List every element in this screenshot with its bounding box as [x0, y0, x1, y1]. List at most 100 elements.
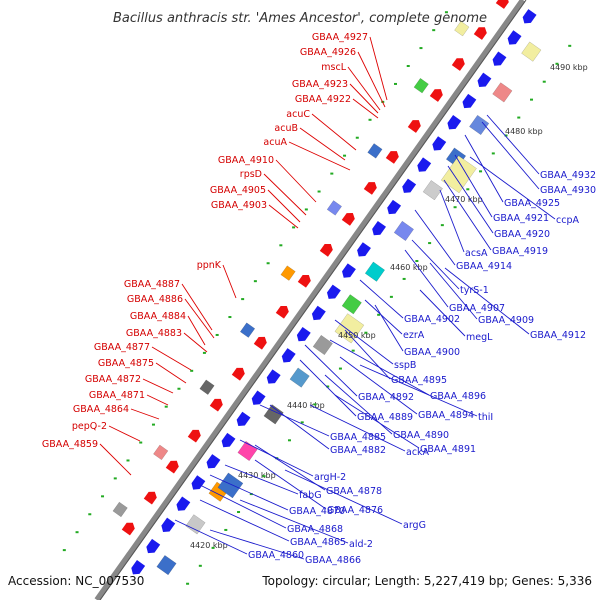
reverse-gene-label[interactable]: GBAA_4907 [449, 303, 505, 314]
reverse-label-line [174, 519, 248, 555]
scale-mark [330, 172, 334, 175]
forward-gene-label[interactable]: GBAA_4883 [126, 328, 182, 339]
forward-gene-label[interactable]: GBAA_4859 [42, 439, 98, 450]
scale-mark [440, 224, 444, 227]
forward-gene-arrow [231, 367, 245, 381]
forward-gene-label[interactable]: GBAA_4903 [211, 200, 267, 211]
forward-gene-label[interactable]: GBAA_4872 [85, 374, 141, 385]
reverse-gene-arrow [507, 30, 522, 45]
forward-label-line [146, 394, 169, 406]
reverse-gene-label[interactable]: GBAA_4896 [430, 391, 486, 402]
scale-mark [479, 170, 483, 173]
scale-mark [415, 259, 419, 262]
forward-gene-label[interactable]: GBAA_4884 [130, 311, 186, 322]
reverse-label-line [414, 209, 456, 266]
reverse-label-line [404, 249, 449, 308]
forward-gene-label[interactable]: GBAA_4877 [94, 342, 150, 353]
reverse-gene-label[interactable]: GBAA_4891 [420, 444, 476, 455]
reverse-gene-label[interactable]: GBAA_4925 [504, 198, 560, 209]
scale-mark [364, 331, 368, 334]
forward-gene-arrow [187, 429, 201, 443]
reverse-gene-label[interactable]: GBAA_4895 [391, 375, 447, 386]
forward-gene-arrow [319, 244, 333, 257]
reverse-gene-label[interactable]: GBAA_4890 [393, 430, 449, 441]
reverse-gene-label[interactable]: GBAA_4882 [330, 445, 386, 456]
scale-mark [406, 65, 410, 68]
reverse-gene-label[interactable]: sspB [394, 360, 416, 371]
reverse-gene-label[interactable]: GBAA_4866 [305, 555, 361, 566]
reverse-label-line [454, 154, 493, 218]
reverse-gene-label[interactable]: acsA [465, 248, 488, 259]
reverse-gene-label[interactable]: GBAA_4868 [287, 524, 343, 535]
reverse-gene-arrow [326, 284, 341, 299]
reverse-gene-label[interactable]: thiI [478, 412, 493, 423]
reverse-gene-label[interactable]: GBAA_4876 [327, 505, 383, 516]
forward-gene-label[interactable]: pepQ-2 [72, 421, 107, 432]
feature-box-large [217, 472, 244, 499]
forward-gene-label[interactable]: acuB [274, 123, 298, 134]
reverse-gene-label[interactable]: GBAA_4892 [358, 392, 414, 403]
reverse-gene-label[interactable]: GBAA_4902 [404, 314, 460, 325]
reverse-gene-label[interactable]: GBAA_4900 [404, 347, 460, 358]
forward-gene-label[interactable]: GBAA_4864 [73, 404, 129, 415]
reverse-gene-label[interactable]: GBAA_4889 [357, 412, 413, 423]
forward-gene-label[interactable]: mscL [321, 62, 346, 73]
forward-label-line [347, 66, 381, 111]
scale-mark [126, 459, 130, 462]
reverse-gene-label[interactable]: GBAA_4912 [530, 330, 586, 341]
forward-gene-label[interactable]: GBAA_4910 [218, 155, 274, 166]
reverse-gene-label[interactable]: ccpA [556, 215, 579, 226]
reverse-gene-label[interactable]: GBAA_4885 [330, 432, 386, 443]
reverse-gene-label[interactable]: GBAA_4920 [494, 229, 550, 240]
forward-gene-label[interactable]: GBAA_4886 [127, 294, 183, 305]
reverse-label-line [359, 279, 404, 319]
reverse-label-line [339, 356, 418, 415]
reverse-gene-label[interactable]: GBAA_4870 [289, 506, 345, 517]
reverse-gene-label[interactable]: GBAA_4932 [540, 170, 596, 181]
reverse-gene-label[interactable]: GBAA_4919 [492, 246, 548, 257]
reverse-label-line [444, 267, 530, 335]
forward-gene-label[interactable]: ppnK [197, 260, 222, 271]
reverse-label-line [224, 464, 299, 495]
reverse-gene-label[interactable]: fabG [299, 490, 322, 501]
forward-gene-label[interactable]: GBAA_4887 [124, 279, 180, 290]
reverse-gene-label[interactable]: GBAA_4921 [493, 213, 549, 224]
reverse-gene-label[interactable]: megL [466, 332, 493, 343]
reverse-gene-label[interactable]: GBAA_4914 [456, 261, 512, 272]
reverse-gene-label[interactable]: tyrS-1 [460, 285, 489, 296]
reverse-gene-label[interactable]: GBAA_4909 [478, 315, 534, 326]
reverse-label-line [419, 289, 466, 337]
reverse-gene-labels: GBAA_4932 GBAA_4930 GBAA_4925 GBAA_4921 ccpA… [248, 170, 596, 566]
forward-gene-label[interactable]: GBAA_4926 [300, 47, 356, 58]
forward-label-line [142, 378, 174, 394]
forward-gene-arrow [341, 213, 355, 226]
reverse-gene-arrow [311, 305, 326, 321]
forward-gene-label[interactable]: GBAA_4875 [98, 358, 154, 369]
reverse-gene-label[interactable]: argH-2 [314, 472, 346, 483]
forward-gene-label[interactable]: GBAA_4922 [295, 94, 351, 105]
forward-gene-label[interactable]: rpsD [240, 169, 262, 180]
forward-gene-label[interactable]: acuA [263, 137, 287, 148]
forward-gene-label[interactable]: GBAA_4927 [312, 32, 368, 43]
reverse-gene-label[interactable]: ald-2 [349, 539, 373, 550]
forward-gene-arrow [143, 491, 157, 505]
reverse-gene-arrow [206, 454, 221, 469]
forward-gene-label[interactable]: GBAA_4923 [292, 79, 348, 90]
reverse-gene-label[interactable]: GBAA_4865 [290, 537, 346, 548]
reverse-gene-label[interactable]: GBAA_4860 [248, 550, 304, 561]
scale-mark [530, 98, 534, 101]
reverse-gene-label[interactable]: ackA [406, 447, 430, 458]
reverse-gene-label[interactable]: argG [403, 520, 426, 531]
reverse-feature-box [469, 114, 490, 136]
forward-gene-label[interactable]: GBAA_4871 [89, 390, 145, 401]
reverse-gene-label[interactable]: GBAA_4894 [418, 410, 474, 421]
scale-mark [151, 423, 155, 426]
forward-label-line [268, 204, 299, 229]
reverse-gene-label[interactable]: GBAA_4930 [540, 185, 596, 196]
forward-gene-label[interactable]: acuC [286, 109, 310, 120]
reverse-label-line [334, 319, 394, 365]
reverse-gene-label[interactable]: ezrA [403, 330, 425, 341]
scale-mark [266, 262, 270, 265]
reverse-gene-label[interactable]: GBAA_4878 [326, 486, 382, 497]
forward-gene-label[interactable]: GBAA_4905 [210, 185, 266, 196]
